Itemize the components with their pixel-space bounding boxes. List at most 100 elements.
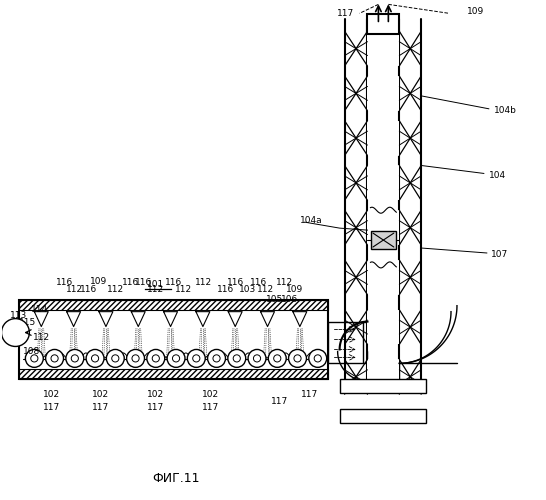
Circle shape <box>213 355 220 362</box>
Bar <box>367 210 399 245</box>
Bar <box>367 260 399 294</box>
Text: 109: 109 <box>90 278 108 286</box>
Text: 116: 116 <box>250 278 266 287</box>
Text: 117: 117 <box>43 402 60 411</box>
Text: 116: 116 <box>135 278 152 287</box>
Bar <box>367 120 399 156</box>
Text: 116: 116 <box>227 278 244 287</box>
Text: 102: 102 <box>147 390 164 398</box>
Circle shape <box>2 318 29 346</box>
Polygon shape <box>228 312 242 326</box>
Text: ФИГ.11: ФИГ.11 <box>152 472 199 485</box>
Circle shape <box>147 350 165 368</box>
Circle shape <box>25 350 43 368</box>
Circle shape <box>233 355 240 362</box>
Circle shape <box>228 350 246 368</box>
Text: 117: 117 <box>147 402 164 411</box>
Circle shape <box>253 355 260 362</box>
Text: 109: 109 <box>467 7 484 16</box>
Text: 116: 116 <box>80 286 98 294</box>
Polygon shape <box>293 312 307 326</box>
Text: 112: 112 <box>257 286 274 294</box>
Text: 105: 105 <box>266 295 283 304</box>
Text: 113: 113 <box>9 311 27 320</box>
Text: 112: 112 <box>33 333 50 342</box>
Text: 116: 116 <box>122 278 139 287</box>
Text: 102: 102 <box>43 390 60 398</box>
Text: 112: 112 <box>147 286 164 294</box>
Circle shape <box>112 355 119 362</box>
Polygon shape <box>196 312 210 326</box>
Text: 112: 112 <box>195 278 212 287</box>
Circle shape <box>173 355 180 362</box>
Polygon shape <box>34 312 48 326</box>
Circle shape <box>193 355 200 362</box>
Text: 115: 115 <box>20 318 37 327</box>
Circle shape <box>71 355 79 362</box>
Circle shape <box>66 350 84 368</box>
Bar <box>20 300 328 380</box>
Bar <box>367 14 399 34</box>
Circle shape <box>248 350 266 368</box>
Polygon shape <box>67 312 81 326</box>
Bar <box>340 380 426 393</box>
Bar <box>367 76 399 111</box>
Circle shape <box>106 350 124 368</box>
Bar <box>367 310 399 344</box>
Text: 117: 117 <box>337 9 354 18</box>
Text: 107: 107 <box>491 250 508 260</box>
Bar <box>328 322 363 364</box>
Text: 104b: 104b <box>494 106 517 116</box>
Text: 104: 104 <box>489 171 506 180</box>
Circle shape <box>314 355 322 362</box>
Circle shape <box>92 355 99 362</box>
Bar <box>367 31 399 66</box>
Text: 101: 101 <box>147 280 164 289</box>
Circle shape <box>268 350 286 368</box>
Circle shape <box>288 350 306 368</box>
Text: 114: 114 <box>31 305 49 314</box>
Text: 117: 117 <box>301 390 318 398</box>
Text: 112: 112 <box>66 286 82 294</box>
Text: 116: 116 <box>165 278 182 287</box>
Circle shape <box>31 355 38 362</box>
Circle shape <box>309 350 327 368</box>
Text: 102: 102 <box>92 390 110 398</box>
Text: 117: 117 <box>271 396 289 406</box>
Bar <box>20 370 328 380</box>
Circle shape <box>86 350 104 368</box>
Text: 116: 116 <box>217 286 234 294</box>
Circle shape <box>51 355 58 362</box>
Text: 112: 112 <box>175 286 192 294</box>
Circle shape <box>274 355 281 362</box>
Text: 102: 102 <box>202 390 219 398</box>
Circle shape <box>207 350 225 368</box>
Polygon shape <box>131 312 145 326</box>
Circle shape <box>187 350 205 368</box>
Text: 104a: 104a <box>300 216 323 224</box>
Text: 112: 112 <box>108 286 124 294</box>
Text: 117: 117 <box>201 402 219 411</box>
Text: P: P <box>12 328 19 338</box>
Circle shape <box>127 350 145 368</box>
Circle shape <box>167 350 185 368</box>
Bar <box>367 166 399 200</box>
Text: 117: 117 <box>92 402 110 411</box>
Text: 116: 116 <box>56 278 73 287</box>
Text: 103: 103 <box>239 286 256 294</box>
Polygon shape <box>164 312 177 326</box>
Circle shape <box>46 350 63 368</box>
Bar <box>340 409 426 423</box>
Circle shape <box>152 355 159 362</box>
Bar <box>367 360 399 394</box>
Bar <box>371 231 396 249</box>
Polygon shape <box>260 312 275 326</box>
Bar <box>20 300 328 310</box>
Text: 112: 112 <box>276 278 294 287</box>
Text: 108: 108 <box>23 347 40 356</box>
Polygon shape <box>99 312 113 326</box>
Circle shape <box>132 355 139 362</box>
Text: 106: 106 <box>281 295 299 304</box>
Circle shape <box>294 355 301 362</box>
Text: 109: 109 <box>286 286 304 294</box>
